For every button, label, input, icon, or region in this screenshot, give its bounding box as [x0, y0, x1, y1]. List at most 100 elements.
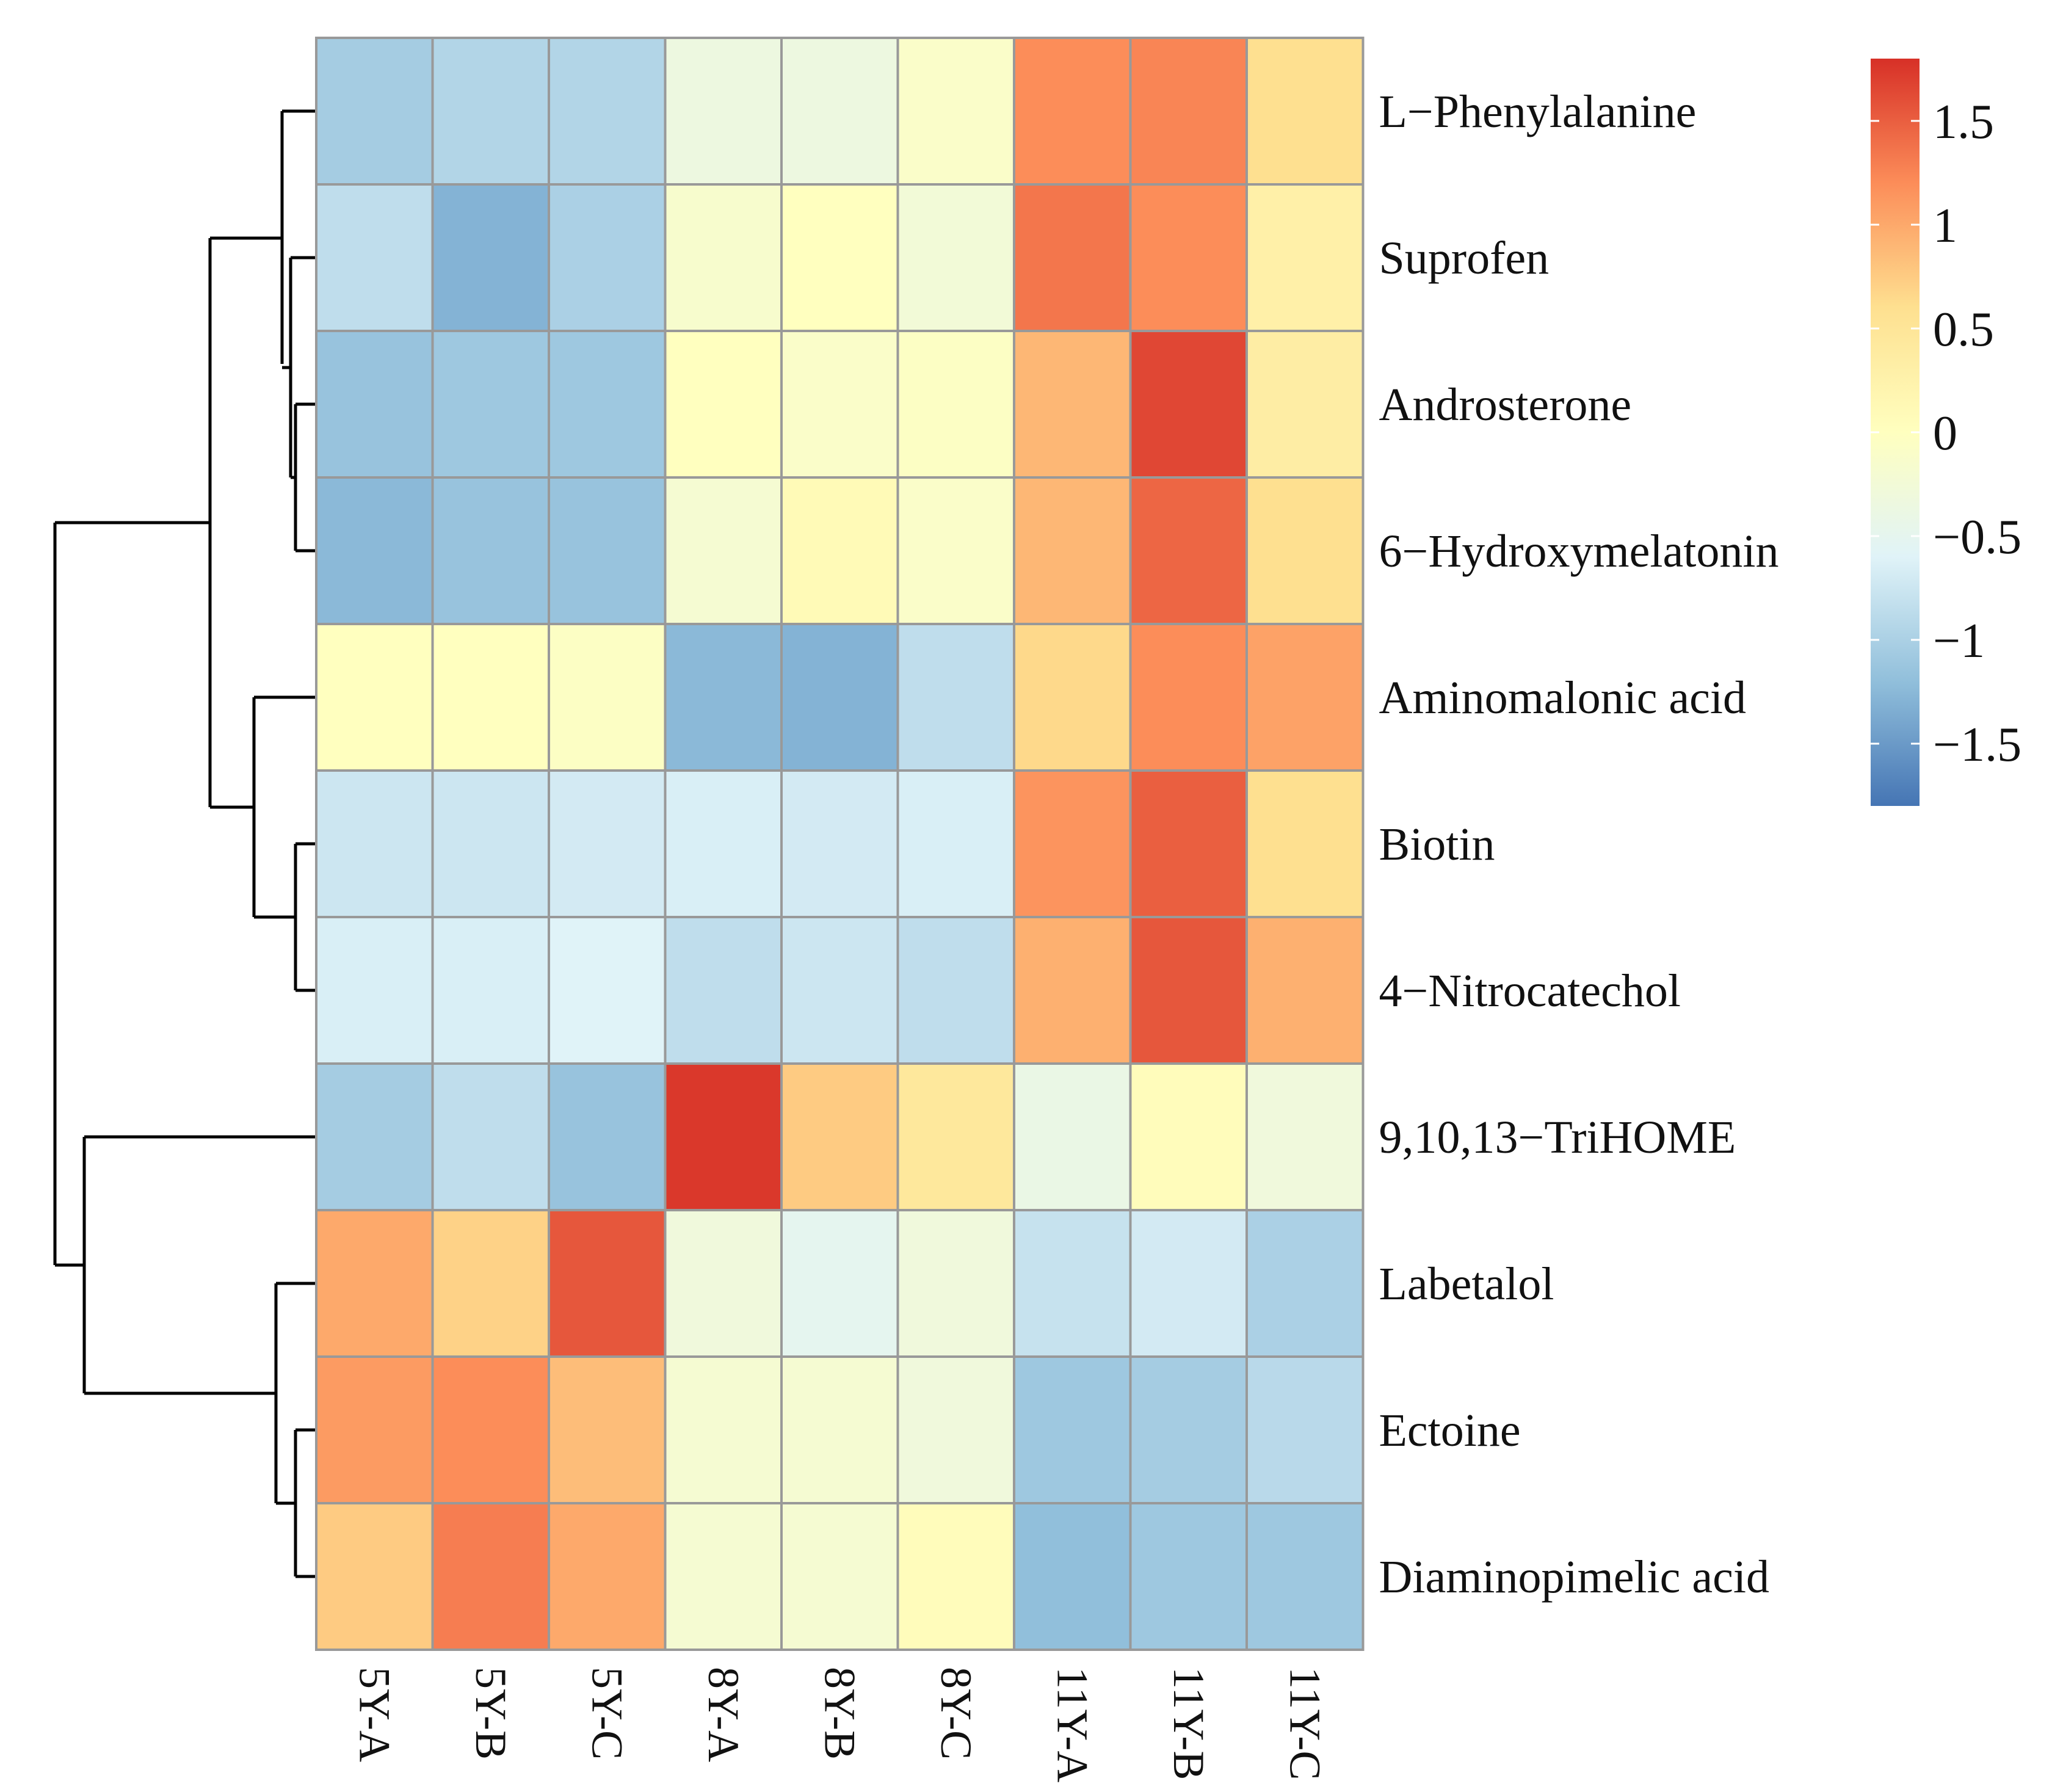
- heatmap-cell: [780, 1062, 899, 1211]
- heatmap-cell: [896, 1355, 1015, 1504]
- heatmap-cell: [896, 183, 1015, 332]
- heatmap-cell: [1245, 183, 1365, 332]
- row-label: Ectoine: [1379, 1405, 1521, 1456]
- heatmap-cell: [1129, 183, 1248, 332]
- legend-tick-label: 1.5: [1933, 95, 1994, 149]
- heatmap-cell: [896, 916, 1015, 1065]
- heatmap-cell: [1129, 1355, 1248, 1504]
- heatmap-cell: [548, 769, 667, 918]
- legend-tick-label: −1: [1933, 614, 1985, 668]
- heatmap-cell: [548, 623, 667, 772]
- heatmap-cell: [780, 37, 899, 186]
- heatmap-cell: [431, 1502, 550, 1651]
- heatmap-cell: [1129, 37, 1248, 186]
- heatmap-cell: [1129, 476, 1248, 625]
- heatmap-cell: [780, 330, 899, 479]
- row-labels: L−Phenylalanine Suprofen Androsterone 6−Hyd…: [1379, 86, 1779, 1603]
- heatmap-grid: [315, 37, 1365, 1651]
- column-label: 8Y-B: [815, 1667, 864, 1760]
- heatmap-cell: [664, 1209, 783, 1358]
- column-label: 5Y-B: [466, 1667, 515, 1760]
- heatmap-cell: [1013, 330, 1132, 479]
- heatmap-cell: [1013, 1209, 1132, 1358]
- heatmap-cell: [896, 330, 1015, 479]
- row-label: Biotin: [1379, 819, 1495, 870]
- heatmap-cell: [780, 1355, 899, 1504]
- legend-tick-label: 0.5: [1933, 303, 1994, 357]
- row-label: Labetalol: [1379, 1258, 1554, 1310]
- column-label: 11Y-B: [1164, 1667, 1213, 1780]
- heatmap-cell: [780, 1209, 899, 1358]
- heatmap-cell: [315, 623, 434, 772]
- heatmap-cell: [315, 1062, 434, 1211]
- heatmap-cell: [1245, 623, 1365, 772]
- heatmap-cell: [664, 476, 783, 625]
- heatmap-cell: [896, 476, 1015, 625]
- heatmap-cell: [780, 623, 899, 772]
- heatmap-cell: [1013, 916, 1132, 1065]
- heatmap-cell: [315, 1502, 434, 1651]
- heatmap-cell: [1013, 476, 1132, 625]
- heatmap-cell: [315, 37, 434, 186]
- row-label: Androsterone: [1379, 379, 1632, 430]
- heatmap-cell: [1129, 916, 1248, 1065]
- heatmap-cell: [664, 1062, 783, 1211]
- heatmap-cell: [1013, 1355, 1132, 1504]
- heatmap-cell: [548, 1355, 667, 1504]
- heatmap-cell: [1245, 476, 1365, 625]
- heatmap-cell: [1245, 330, 1365, 479]
- heatmap-cell: [1245, 1062, 1365, 1211]
- heatmap-cell: [548, 1502, 667, 1651]
- row-label: L−Phenylalanine: [1379, 86, 1697, 137]
- heatmap-cell: [1245, 769, 1365, 918]
- heatmap-cell: [1245, 37, 1365, 186]
- heatmap-cell: [780, 1502, 899, 1651]
- heatmap-cell: [896, 769, 1015, 918]
- legend-tick-label: 0: [1933, 407, 1957, 460]
- heatmap-cell: [1129, 769, 1248, 918]
- heatmap-cell: [548, 37, 667, 186]
- heatmap-cell: [431, 623, 550, 772]
- column-label: 8Y-C: [932, 1667, 981, 1760]
- row-label: 6−Hydroxymelatonin: [1379, 526, 1779, 577]
- column-label: 5Y-A: [350, 1667, 399, 1762]
- heatmap-cell: [431, 183, 550, 332]
- heatmap-cell: [431, 330, 550, 479]
- heatmap-cell: [1245, 916, 1365, 1065]
- heatmap-cell: [1013, 1502, 1132, 1651]
- heatmap-cell: [1245, 1502, 1365, 1651]
- heatmap-cell: [896, 1502, 1015, 1651]
- heatmap-cell: [664, 623, 783, 772]
- row-label: 9,10,13−TriHOME: [1379, 1112, 1736, 1163]
- heatmap-cell: [1013, 769, 1132, 918]
- heatmap-cell: [1129, 1502, 1248, 1651]
- heatmap-cell: [780, 183, 899, 332]
- heatmap-cell: [548, 916, 667, 1065]
- heatmap-cell: [1129, 623, 1248, 772]
- heatmap-cell: [431, 916, 550, 1065]
- heatmap-cell: [315, 476, 434, 625]
- heatmap-cell: [1129, 1209, 1248, 1358]
- heatmap-cell: [548, 1062, 667, 1211]
- heatmap-cell: [315, 916, 434, 1065]
- legend-tick-label: −1.5: [1933, 718, 2021, 772]
- legend-tick-label: 1: [1933, 199, 1957, 253]
- heatmap-cell: [896, 1209, 1015, 1358]
- heatmap-cell: [315, 1355, 434, 1504]
- heatmap-cell: [548, 1209, 667, 1358]
- heatmap-cell: [548, 476, 667, 625]
- heatmap-cell: [431, 476, 550, 625]
- row-label: Aminomalonic acid: [1379, 672, 1747, 724]
- heatmap-cell: [431, 1209, 550, 1358]
- row-label: Suprofen: [1379, 233, 1550, 284]
- heatmap-cell: [548, 183, 667, 332]
- heatmap-cell: [664, 769, 783, 918]
- heatmap-cell: [1245, 1355, 1365, 1504]
- heatmap-cell: [780, 916, 899, 1065]
- heatmap-cell: [548, 330, 667, 479]
- heatmap-cell: [431, 1355, 550, 1504]
- column-label: 11Y-A: [1048, 1667, 1097, 1782]
- heatmap-cell: [431, 769, 550, 918]
- heatmap-cell: [315, 183, 434, 332]
